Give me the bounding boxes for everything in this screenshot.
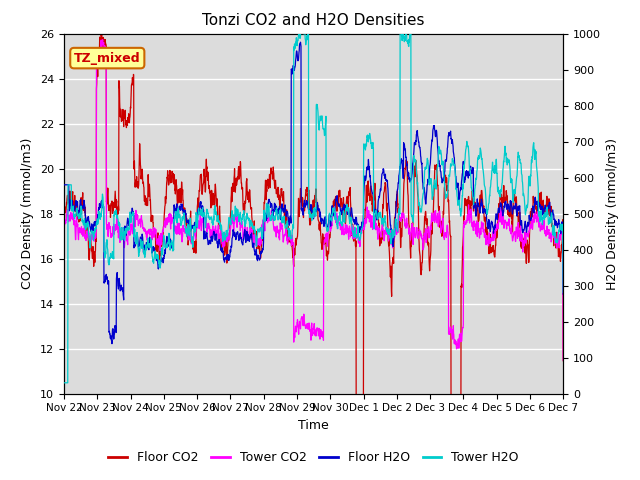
Title: Tonzi CO2 and H2O Densities: Tonzi CO2 and H2O Densities — [202, 13, 425, 28]
Legend: Floor CO2, Tower CO2, Floor H2O, Tower H2O: Floor CO2, Tower CO2, Floor H2O, Tower H… — [103, 446, 524, 469]
Y-axis label: CO2 Density (mmol/m3): CO2 Density (mmol/m3) — [22, 138, 35, 289]
Y-axis label: H2O Density (mmol/m3): H2O Density (mmol/m3) — [607, 138, 620, 289]
Text: TZ_mixed: TZ_mixed — [74, 51, 141, 65]
X-axis label: Time: Time — [298, 419, 329, 432]
